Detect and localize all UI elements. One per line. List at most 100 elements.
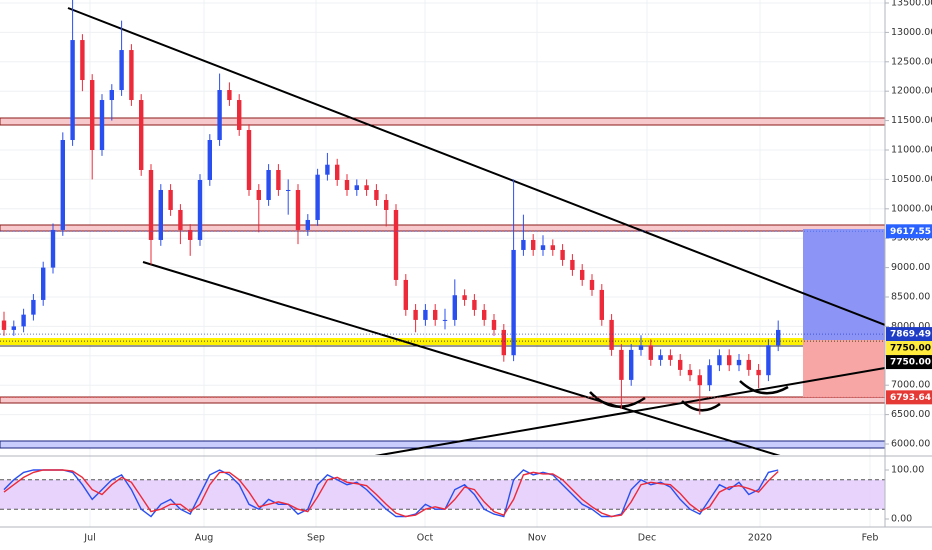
- x-tick-label: Aug: [195, 533, 214, 544]
- pattern-arc: [589, 391, 646, 408]
- candle-body: [60, 140, 65, 230]
- candle-body: [139, 100, 144, 170]
- resistance-zone: [0, 117, 885, 126]
- y-tick-label: 8000.00: [891, 321, 930, 332]
- candle-body: [550, 245, 555, 250]
- candle-body: [344, 179, 350, 190]
- pattern-arc: [681, 400, 721, 412]
- candle-body: [609, 319, 614, 350]
- candle-body: [148, 169, 154, 240]
- candle-body: [90, 80, 95, 150]
- candle-body: [629, 349, 634, 380]
- pattern-arc: [739, 380, 789, 395]
- y-tick-label: 10000.00: [891, 203, 932, 214]
- candle-body: [305, 219, 310, 230]
- price-badge-label: 9617.55: [890, 227, 931, 237]
- candle-body: [178, 209, 183, 230]
- oscillator: [0, 469, 885, 518]
- candle-body: [197, 179, 203, 240]
- candle-body: [570, 259, 575, 270]
- axis-labels: 6000.006500.007000.007500.008000.008500.…: [83, 0, 932, 544]
- candle-body: [697, 375, 702, 386]
- candle-body: [423, 309, 428, 320]
- candle-body: [766, 345, 771, 376]
- price-badge-label: 7869.49: [890, 330, 931, 340]
- candle-body: [354, 185, 359, 190]
- x-tick-label: 2020: [748, 533, 772, 544]
- x-tick-label: Feb: [862, 533, 879, 544]
- candle-body: [50, 229, 56, 268]
- candle-body: [325, 164, 330, 175]
- price-badge: [886, 355, 932, 370]
- trend-line: [142, 261, 781, 455]
- candle-body: [442, 319, 448, 321]
- y-tick-label: 9000.00: [891, 262, 930, 273]
- candle-body: [99, 100, 105, 150]
- trend-line: [374, 367, 885, 455]
- candle-body: [246, 130, 252, 190]
- candle-body: [482, 309, 487, 320]
- x-tick-label: Oct: [417, 533, 434, 544]
- candle-body: [70, 40, 75, 141]
- candle-body: [580, 269, 585, 280]
- candle-body: [266, 169, 271, 200]
- y-tick-label: 13000.00: [891, 27, 932, 38]
- oscillator-line: [3, 469, 779, 518]
- y-tick-label: 11500.00: [891, 115, 932, 126]
- candle-body: [335, 164, 340, 180]
- candle-body: [374, 189, 379, 200]
- candle-body: [119, 50, 124, 91]
- candle-body: [433, 309, 438, 320]
- candle-body: [658, 355, 663, 360]
- oscillator-line: [3, 469, 779, 518]
- x-tick-label: Sep: [307, 533, 325, 544]
- price-badge-label: 6793.64: [890, 393, 931, 403]
- y-tick-label: 6000.00: [891, 439, 930, 450]
- candle-body: [276, 169, 281, 190]
- candle-body: [501, 329, 506, 356]
- candle-body: [188, 229, 193, 240]
- y-tick-label: 10500.00: [891, 174, 932, 185]
- candle-body: [413, 309, 418, 320]
- candle-body: [384, 199, 389, 210]
- candle-body: [707, 365, 712, 386]
- candle-body: [462, 295, 467, 300]
- resistance-zone: [0, 224, 885, 232]
- candle-body: [511, 249, 516, 356]
- candle-body: [11, 326, 16, 330]
- candle-body: [129, 50, 134, 101]
- candle-body: [746, 359, 751, 370]
- candle-body: [393, 209, 399, 280]
- y-tick-label: 12000.00: [891, 86, 932, 97]
- price-badge: [886, 327, 932, 342]
- y-tick-label: 8500.00: [891, 292, 930, 303]
- candle-body: [776, 329, 781, 346]
- candle-body: [1, 320, 7, 330]
- price-badge: [886, 390, 932, 405]
- candles: [0, 0, 885, 415]
- candle-body: [256, 189, 261, 200]
- candle-body: [648, 345, 653, 360]
- candle-body: [736, 359, 742, 366]
- x-tick-label: Jul: [83, 533, 95, 544]
- x-tick-label: Nov: [528, 533, 547, 544]
- candle-body: [80, 40, 85, 81]
- candle-body: [540, 245, 546, 250]
- price-badge: [886, 341, 932, 356]
- candle-body: [207, 140, 212, 180]
- candle-body: [168, 189, 173, 210]
- candle-body: [668, 355, 673, 360]
- candle-body: [638, 345, 644, 350]
- candle-body: [472, 299, 477, 310]
- candle-body: [521, 239, 526, 250]
- price-badge-label: 7750.00: [890, 344, 931, 354]
- target-zone: [803, 229, 885, 340]
- x-tick-label: Dec: [638, 533, 656, 544]
- candle-body: [286, 189, 291, 191]
- candle-body: [403, 279, 408, 310]
- y-tick-label: 100.00: [891, 465, 924, 476]
- candle-body: [41, 267, 46, 300]
- candle-body: [560, 249, 565, 260]
- yellow-zone: [0, 338, 885, 345]
- y-tick-label: 11000.00: [891, 145, 932, 156]
